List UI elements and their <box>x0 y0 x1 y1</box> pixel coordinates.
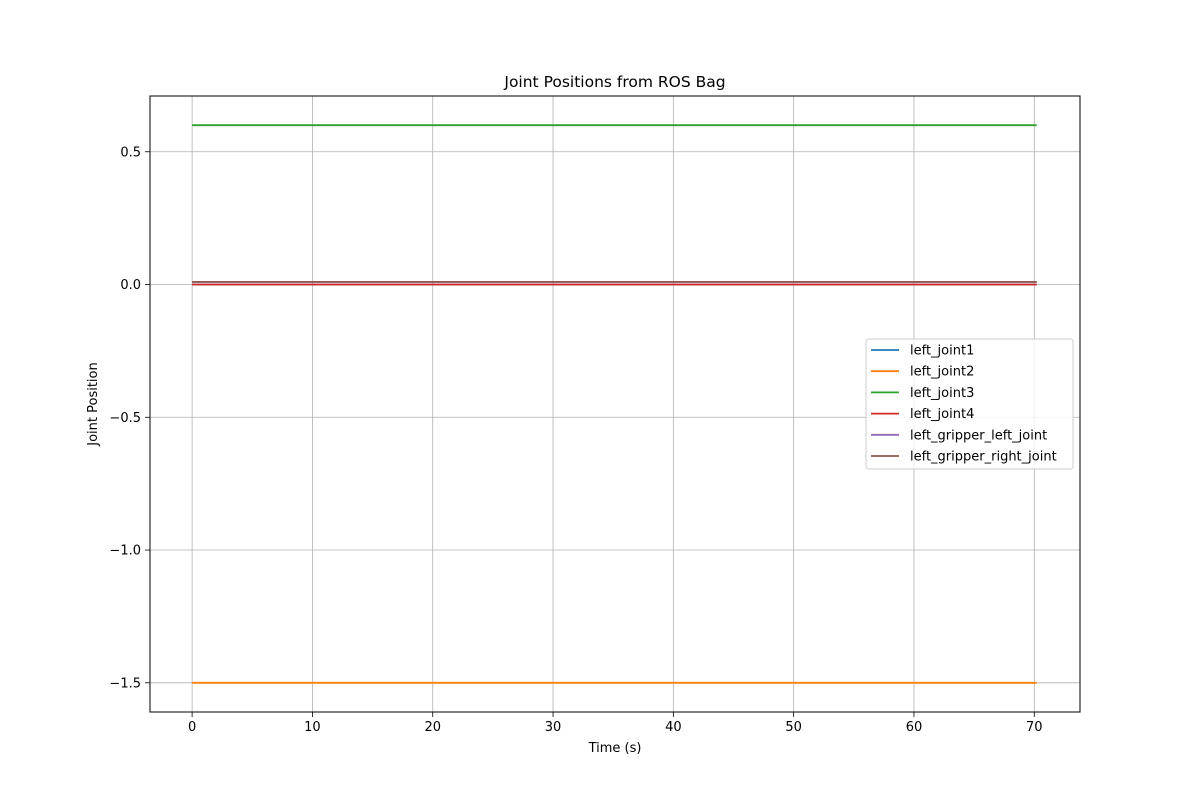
x-axis-label: Time (s) <box>588 741 642 756</box>
axis-ticks: 0 10 20 30 40 50 60 70 0.5 0.0 −0.5 −1.0 −1.5 <box>109 145 1042 735</box>
x-tick-label: 30 <box>545 720 562 735</box>
y-tick-label: 0.5 <box>120 145 141 160</box>
chart-title: Joint Positions from ROS Bag <box>503 73 725 91</box>
x-tick-label: 40 <box>665 720 682 735</box>
y-tick-label: −1.0 <box>109 544 141 559</box>
legend: left_joint1 left_joint2 left_joint3 left_jo… <box>865 338 1074 470</box>
legend-label-left-joint1: left_joint1 <box>910 344 974 359</box>
legend-label-left-joint4: left_joint4 <box>910 407 974 422</box>
y-tick-label: −1.5 <box>109 676 141 691</box>
x-tick-label: 10 <box>304 720 321 735</box>
series-lines <box>192 124 1037 684</box>
legend-box <box>865 338 1074 470</box>
y-tick-label: −0.5 <box>109 411 141 426</box>
y-tick-label: 0.0 <box>120 278 141 293</box>
x-tick-label: 20 <box>424 720 441 735</box>
legend-label-left-gripper-left-joint: left_gripper_left_joint <box>910 428 1047 443</box>
x-tick-label: 50 <box>785 720 802 735</box>
legend-label-left-joint2: left_joint2 <box>910 365 974 380</box>
x-tick-label: 60 <box>906 720 923 735</box>
x-tick-label: 0 <box>188 720 196 735</box>
x-tick-label: 70 <box>1026 720 1043 735</box>
legend-label-left-gripper-right-joint: left_gripper_right_joint <box>910 450 1057 465</box>
y-axis-label: Joint Position <box>86 362 101 446</box>
legend-label-left-joint3: left_joint3 <box>910 386 974 401</box>
plot-frame <box>149 95 1081 713</box>
